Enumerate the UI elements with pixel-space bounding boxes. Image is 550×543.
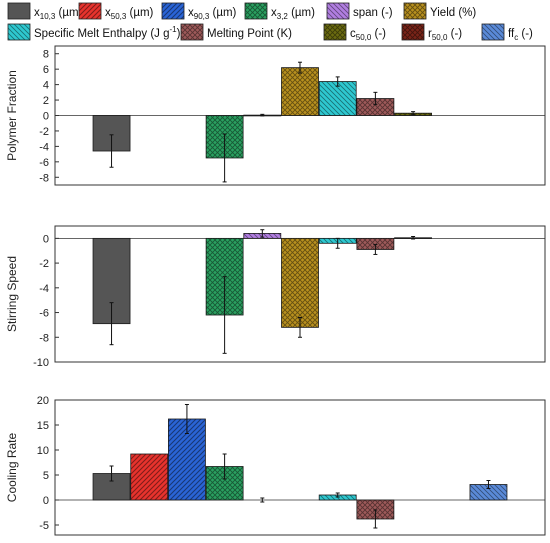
- legend-label-melting: Melting Point (K): [207, 28, 292, 40]
- y-tick-label: 0: [43, 233, 49, 245]
- legend-item-x50: x50,3 (µm): [78, 2, 154, 21]
- plot-frame: [54, 225, 546, 363]
- legend-item-yield: Yield (%): [403, 2, 476, 20]
- y-axis-title: Stirring Speed: [5, 256, 19, 332]
- y-tick-label: -2: [39, 126, 49, 138]
- legend-swatch-ffc: [481, 23, 505, 41]
- legend-swatch-x32: [244, 2, 268, 20]
- legend-swatch-x90: [161, 2, 185, 20]
- legend-swatch-x10: [7, 2, 31, 20]
- legend-swatch-enthalpy: [7, 23, 31, 41]
- legend-swatch-yield: [403, 2, 427, 20]
- legend-item-ffc: ffc (-): [481, 23, 533, 42]
- legend-item-x90: x90,3 (µm): [161, 2, 237, 21]
- legend-label-x50: x50,3 (µm): [105, 7, 154, 21]
- bar-yield: [281, 67, 319, 116]
- y-tick-label: 20: [37, 395, 49, 407]
- legend-swatch-r50: [401, 23, 425, 41]
- panel-3: 20 15 10 5 0 -5 Cooling Rate: [5, 395, 546, 536]
- y-tick-label: 2: [43, 95, 49, 107]
- legend-item-r50: r50,0 (-): [401, 23, 462, 42]
- y-axis-title: Polymer Fraction: [5, 70, 19, 161]
- legend-item-x10: x10,3 (µm): [7, 2, 83, 21]
- legend-swatch-x50: [78, 2, 102, 20]
- legend-swatch-span: [326, 2, 350, 20]
- legend-item-c50: c50,0 (-): [323, 23, 386, 42]
- bar-yield: [281, 237, 319, 328]
- legend-label-r50: r50,0 (-): [428, 28, 462, 42]
- y-tick-label: -4: [39, 141, 49, 153]
- y-tick-label: 0: [43, 495, 49, 507]
- plot-frame: [54, 399, 546, 536]
- legend: x10,3 (µm) x50,3 (µm) x90,3 (µm) x3,2 (µm) s…: [7, 2, 533, 42]
- y-tick-label: 4: [43, 80, 49, 92]
- y-tick-label: -5: [39, 520, 49, 532]
- bar-enthalpy: [318, 81, 357, 116]
- legend-swatch-c50: [323, 23, 347, 41]
- y-tick-label: -10: [33, 357, 49, 369]
- legend-swatch-melting: [180, 23, 204, 41]
- y-tick-label: -4: [39, 283, 49, 295]
- legend-label-ffc: ffc (-): [508, 28, 533, 42]
- y-tick-label: 0: [43, 111, 49, 123]
- legend-label-span: span (-): [353, 7, 393, 19]
- bar-x50: [130, 453, 169, 501]
- y-tick-label: 15: [37, 420, 49, 432]
- legend-label-x10: x10,3 (µm): [34, 7, 83, 21]
- legend-label-x90: x90,3 (µm): [188, 7, 237, 21]
- y-tick-label: -8: [39, 172, 49, 184]
- y-tick-label: -8: [39, 332, 49, 344]
- y-axis-title: Cooling Rate: [5, 432, 19, 502]
- legend-item-span: span (-): [326, 2, 393, 20]
- legend-label-enthalpy: Specific Melt Enthalpy (J g-1): [34, 25, 181, 40]
- y-tick-label: 10: [37, 445, 49, 457]
- panel-2: 0 -2 -4 -6 -8 -10 Stirring Speed: [5, 225, 546, 369]
- legend-label-x32: x3,2 (µm): [271, 7, 315, 21]
- legend-item-melting: Melting Point (K): [180, 23, 292, 41]
- y-tick-label: -6: [39, 157, 49, 169]
- legend-item-x32: x3,2 (µm): [244, 2, 315, 21]
- legend-label-yield: Yield (%): [430, 7, 476, 19]
- legend-item-enthalpy: Specific Melt Enthalpy (J g-1): [7, 23, 181, 41]
- y-tick-label: -6: [39, 308, 49, 320]
- y-tick-label: 5: [43, 470, 49, 482]
- y-tick-label: 6: [43, 64, 49, 76]
- y-tick-label: -2: [39, 258, 49, 270]
- panel-1: 8 6 4 2 0 -2 -4 -6 -8 Polymer Fraction: [5, 45, 546, 186]
- legend-label-c50: c50,0 (-): [350, 28, 386, 42]
- y-tick-label: 8: [43, 49, 49, 61]
